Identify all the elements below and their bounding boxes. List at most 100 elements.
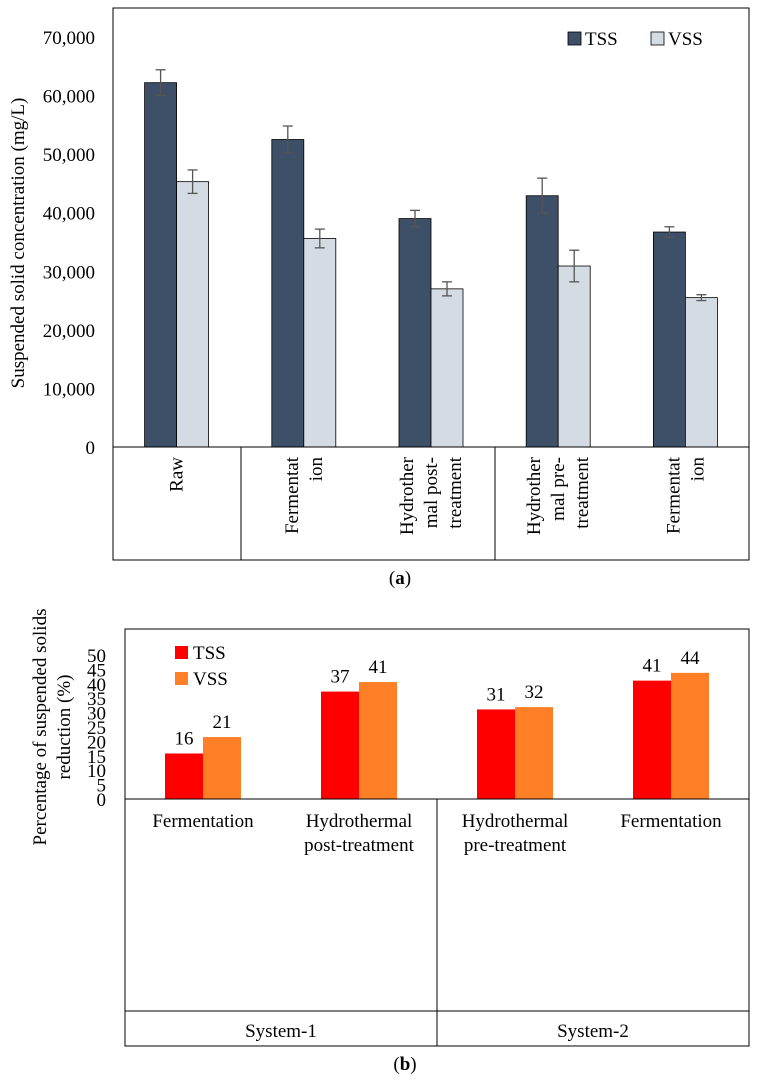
data-label: 32 bbox=[525, 682, 544, 703]
category-label: treatment bbox=[445, 456, 466, 528]
bar-vss bbox=[685, 297, 718, 448]
chart-a-y-ticks: 0 10,000 20,000 30,000 40,000 50,000 60,000 70,… bbox=[43, 28, 95, 459]
category-label: mal pre- bbox=[548, 457, 569, 521]
bar-vss bbox=[359, 682, 397, 799]
chart-a-category-labels: Raw Fermentat ion Hydrother mal post-treatme… bbox=[167, 456, 709, 535]
legend-swatch-tss bbox=[175, 646, 188, 659]
category-label: Fermentation bbox=[620, 811, 722, 832]
y-tick-label: 0 bbox=[97, 790, 107, 811]
data-label: 37 bbox=[331, 667, 350, 688]
chart-a-bars bbox=[144, 82, 718, 448]
bar-tss bbox=[271, 139, 305, 448]
error-bar bbox=[569, 249, 580, 283]
chart-b-group-labels: System-1 System-2 bbox=[125, 799, 749, 1046]
error-bar bbox=[537, 177, 548, 214]
legend-label: TSS bbox=[585, 29, 618, 50]
chart-a-legend: TSS VSS bbox=[567, 29, 703, 50]
y-tick-label: 10 bbox=[87, 761, 106, 782]
chart-a-category-separators bbox=[240, 447, 496, 560]
y-tick-label: 5 bbox=[97, 776, 107, 797]
error-bar bbox=[282, 125, 293, 154]
y-tick-label: 50 bbox=[87, 646, 106, 667]
legend-label: VSS bbox=[668, 29, 703, 50]
category-label: mal post- bbox=[421, 457, 442, 528]
y-tick-label: 60,000 bbox=[43, 87, 95, 108]
legend-swatch-vss bbox=[650, 31, 665, 46]
bar-tss bbox=[633, 680, 671, 799]
chart-b-legend: TSS VSS bbox=[175, 643, 228, 690]
error-bar bbox=[314, 228, 325, 249]
y-tick-label: 20 bbox=[87, 732, 106, 753]
data-label: 16 bbox=[175, 728, 194, 749]
y-tick-label: 30 bbox=[87, 704, 106, 725]
y-tick-label: 30,000 bbox=[43, 262, 95, 283]
chart-a-frame bbox=[112, 7, 750, 561]
chart-a-y-axis-label: Suspended solid concentration (mg/L) bbox=[8, 98, 29, 389]
category-label: pre-treatment bbox=[464, 835, 567, 856]
data-label: 31 bbox=[487, 684, 506, 705]
legend-swatch-tss bbox=[567, 31, 582, 46]
bar-tss bbox=[398, 218, 432, 448]
error-bar bbox=[664, 226, 675, 238]
chart-panel-a: Suspended solid concentration (mg/L) 0 10… bbox=[8, 7, 750, 589]
category-label: Hydrother bbox=[397, 456, 418, 535]
chart-b-data-labels: 16 37 31 41 21 41 32 44 bbox=[175, 648, 701, 750]
bar-vss bbox=[515, 707, 553, 799]
bar-tss bbox=[477, 709, 515, 799]
data-label: 21 bbox=[213, 712, 232, 733]
y-tick-label: 15 bbox=[87, 747, 106, 768]
error-bar bbox=[442, 281, 452, 297]
y-tick-label: 45 bbox=[87, 660, 106, 681]
bar-vss bbox=[303, 238, 337, 448]
bar-vss bbox=[557, 265, 591, 448]
y-tick-label: 35 bbox=[87, 689, 106, 710]
category-label: post-treatment bbox=[304, 835, 414, 856]
y-tick-label: 10,000 bbox=[43, 379, 95, 400]
category-label: Fermentat bbox=[663, 456, 684, 534]
bar-vss bbox=[176, 181, 210, 448]
category-label: ion bbox=[306, 457, 327, 482]
data-label: 41 bbox=[369, 657, 388, 678]
bar-tss bbox=[653, 231, 686, 448]
chart-a-caption: (a) bbox=[389, 568, 411, 589]
data-label: 44 bbox=[681, 648, 701, 669]
bar-vss bbox=[203, 737, 241, 799]
category-label: Hydrothermal bbox=[462, 811, 569, 832]
bar-tss bbox=[525, 195, 559, 448]
caption-letter: a bbox=[395, 568, 405, 589]
category-label: Fermentation bbox=[152, 811, 254, 832]
y-axis-label-text: Percentage of suspended solids reduction … bbox=[30, 609, 75, 846]
chart-a-error-bars bbox=[155, 69, 707, 302]
y-tick-label: 25 bbox=[87, 718, 106, 739]
bar-tss bbox=[144, 82, 178, 448]
bar-tss bbox=[165, 753, 203, 799]
y-tick-label: 40 bbox=[87, 675, 106, 696]
bar-vss bbox=[671, 672, 709, 799]
error-bar bbox=[155, 69, 166, 97]
group-label: System-2 bbox=[557, 1021, 629, 1042]
group-label: System-1 bbox=[245, 1021, 317, 1042]
category-label: ion bbox=[687, 457, 708, 482]
data-label: 41 bbox=[643, 656, 662, 677]
y-tick-label: 40,000 bbox=[43, 204, 95, 225]
bar-vss bbox=[430, 288, 464, 448]
chart-b-bars bbox=[165, 672, 709, 799]
legend-label: TSS bbox=[193, 643, 226, 664]
chart-panel-b: Percentage of suspended solids reduction … bbox=[30, 609, 750, 1075]
legend-swatch-vss bbox=[175, 672, 188, 685]
chart-b-caption: (b) bbox=[393, 1054, 416, 1075]
y-tick-label: 50,000 bbox=[43, 145, 95, 166]
bar-tss bbox=[321, 691, 359, 799]
y-tick-label: 0 bbox=[86, 438, 96, 459]
caption-letter: b bbox=[400, 1054, 411, 1075]
category-label: treatment bbox=[572, 456, 593, 528]
error-bar bbox=[696, 294, 707, 302]
category-label: Fermentat bbox=[282, 456, 303, 534]
chart-b-y-axis-label: Percentage of suspended solids reduction … bbox=[30, 609, 75, 846]
category-label: Hydrother bbox=[524, 456, 545, 535]
y-tick-label: 20,000 bbox=[43, 321, 95, 342]
legend-label: VSS bbox=[193, 669, 228, 690]
error-bar bbox=[187, 169, 198, 195]
